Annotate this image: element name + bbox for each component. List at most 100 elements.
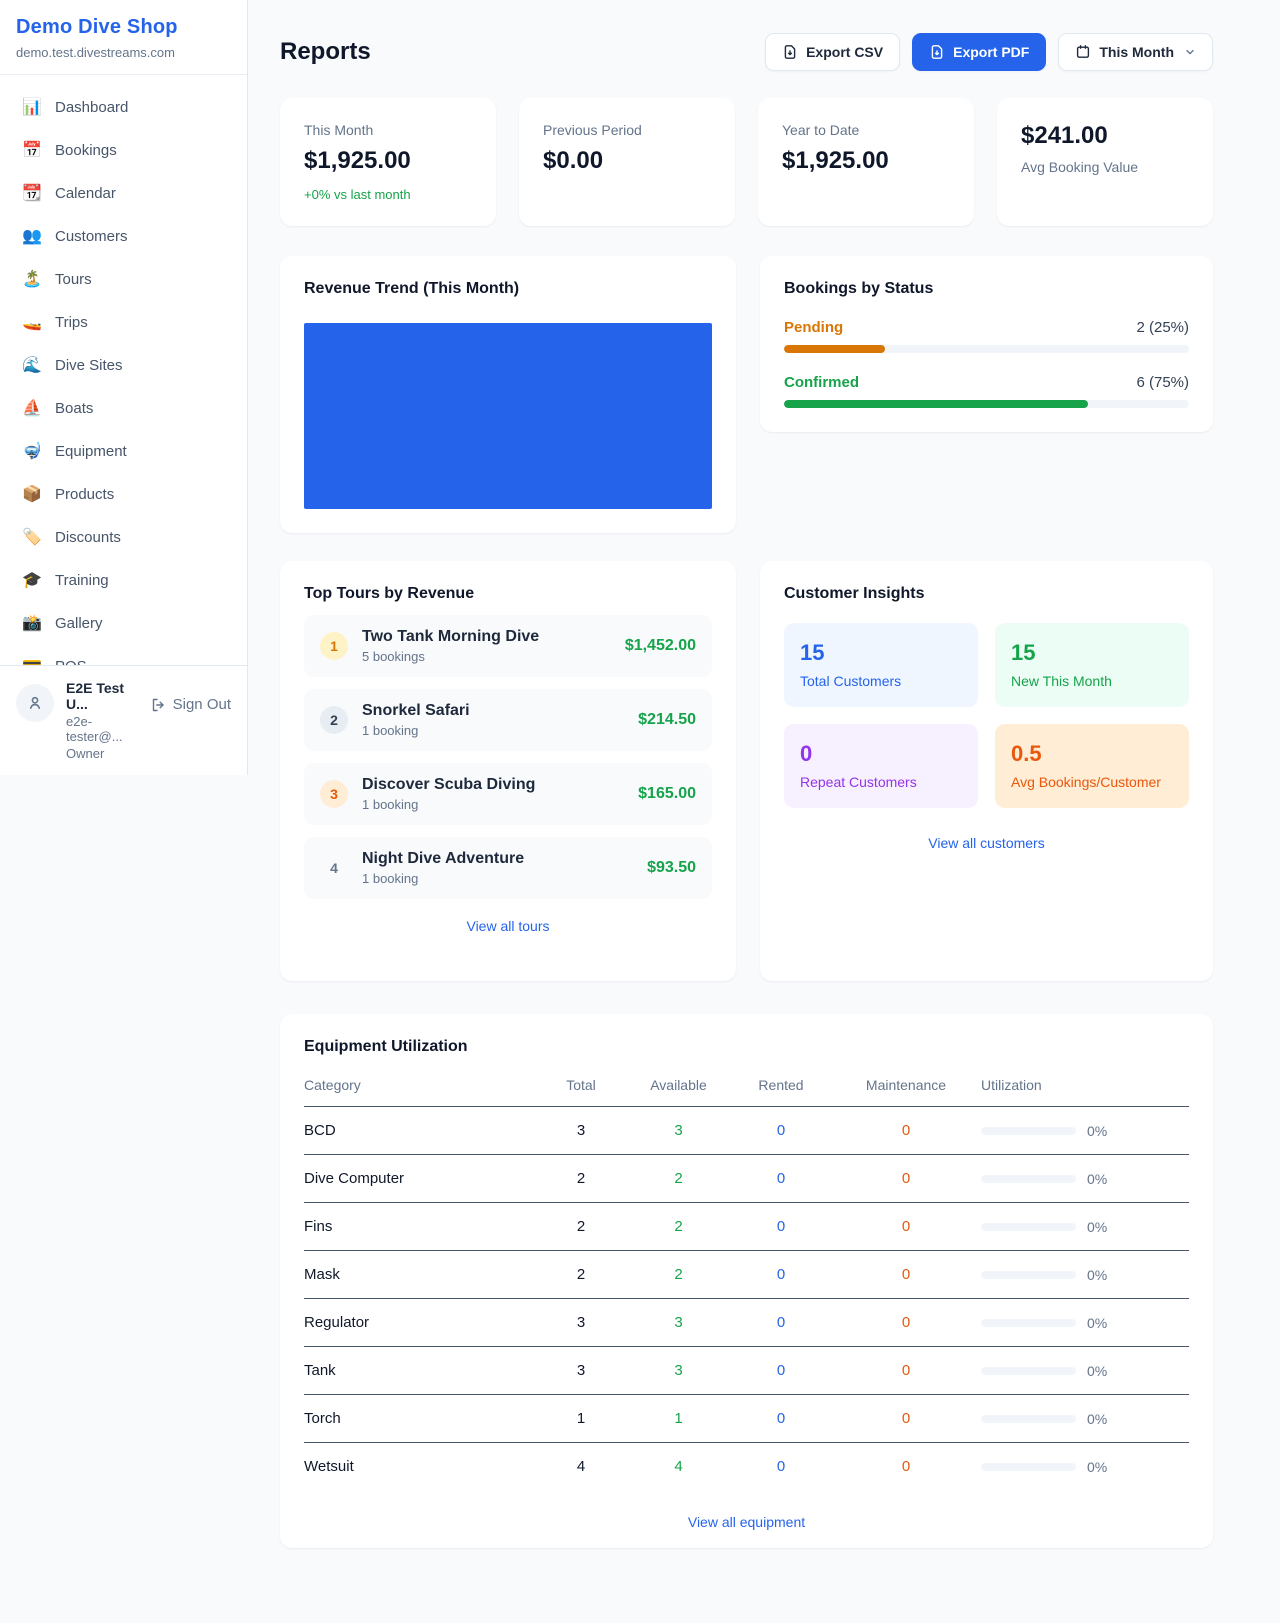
cell-rented: 0	[731, 1346, 831, 1395]
sailboat-icon: ⛵	[22, 400, 42, 417]
sidebar-item-equipment[interactable]: 🤿 Equipment	[12, 431, 235, 471]
tour-revenue: $1,452.00	[624, 637, 696, 654]
customer-insights-card: Customer Insights 15 Total Customers 15 …	[760, 561, 1213, 981]
sidebar-item-trips[interactable]: 🚤 Trips	[12, 302, 235, 342]
calendar-icon	[1077, 45, 1090, 58]
sidebar-item-label: Dive Sites	[55, 356, 123, 374]
table-row: Fins 2 2 0 0 0%	[304, 1202, 1189, 1251]
tour-name: Snorkel Safari	[362, 702, 470, 719]
bookings-by-status-title: Bookings by Status	[784, 280, 934, 297]
tour-row[interactable]: 2 Snorkel Safari 1 booking $214.50	[304, 689, 712, 751]
tour-revenue: $165.00	[638, 785, 696, 802]
shop-subdomain: demo.test.divestreams.com	[16, 45, 175, 60]
rank-badge: 4	[330, 860, 338, 876]
cell-rented: 0	[776, 1458, 786, 1475]
cell-rented: 0	[731, 1154, 831, 1203]
tour-row[interactable]: 3 Discover Scuba Diving 1 booking $165.0…	[304, 763, 712, 825]
sidebar-item-dashboard[interactable]: 📊 Dashboard	[12, 87, 235, 127]
utilization-bar	[981, 1462, 1076, 1471]
cell-maintenance: 0	[831, 1394, 981, 1443]
sidebar-item-dive-sites[interactable]: 🌊 Dive Sites	[12, 345, 235, 385]
file-download-icon	[784, 45, 796, 59]
stat-label: This Month	[304, 122, 374, 138]
tour-bookings: 1 booking	[362, 723, 419, 738]
person-icon	[29, 696, 41, 709]
island-icon: 🏝️	[22, 271, 42, 288]
customer-insights-grid: 15 Total Customers 15 New This Month 0 R…	[784, 623, 1189, 808]
sidebar-user-panel: E2E Test U... e2e-tester@... Owner Sign …	[0, 665, 247, 775]
cell-category: Fins	[304, 1202, 536, 1251]
col-category: Category	[304, 1077, 536, 1107]
view-all-tours-link[interactable]: View all tours	[304, 918, 712, 934]
cell-category: Dive Computer	[304, 1154, 536, 1203]
sidebar-item-label: Discounts	[55, 528, 121, 546]
sidebar-item-customers[interactable]: 👥 Customers	[12, 216, 235, 256]
tile-value: 0.5	[1011, 741, 1042, 766]
tile-avg-bookings-customer: 0.5 Avg Bookings/Customer	[995, 724, 1189, 808]
table-row: BCD 3 3 0 0 0%	[304, 1106, 1189, 1155]
tour-name: Two Tank Morning Dive	[362, 628, 540, 645]
sidebar-item-boats[interactable]: ⛵ Boats	[12, 388, 235, 428]
cell-available: 2	[626, 1154, 731, 1203]
bookings-by-status-card: Bookings by Status Pending 2 (25%) Confi…	[760, 256, 1213, 432]
sidebar-item-tours[interactable]: 🏝️ Tours	[12, 259, 235, 299]
status-value: 6 (75%)	[1136, 374, 1189, 391]
sidebar-item-pos[interactable]: 💳 POS	[12, 646, 235, 666]
sidebar-item-gallery[interactable]: 📸 Gallery	[12, 603, 235, 643]
col-maintenance: Maintenance	[831, 1077, 981, 1107]
camera-icon: 📸	[22, 615, 42, 632]
revenue-trend-card: Revenue Trend (This Month)	[280, 256, 736, 533]
rank-badge: 1	[320, 632, 348, 660]
cell-rented: 0	[731, 1202, 831, 1251]
user-name: E2E Test U...	[66, 680, 125, 712]
main-content: Reports Export CSV Export PDF	[248, 0, 1280, 1623]
package-icon: 📦	[22, 486, 42, 503]
customer-insights-title: Customer Insights	[784, 585, 925, 602]
tour-row[interactable]: 1 Two Tank Morning Dive 5 bookings $1,45…	[304, 615, 712, 677]
cell-available: 1	[626, 1394, 731, 1443]
table-row: Wetsuit 4 4 0 0 0%	[304, 1443, 1189, 1491]
view-all-customers-link[interactable]: View all customers	[784, 835, 1189, 851]
sidebar-item-calendar[interactable]: 📆 Calendar	[12, 173, 235, 213]
tour-revenue: $93.50	[647, 859, 696, 876]
stat-card-year-to-date: Year to Date $1,925.00	[758, 98, 974, 226]
dashboard-chart-icon: 📊	[22, 99, 42, 116]
stat-value: $1,925.00	[304, 147, 411, 174]
progress-fill	[784, 345, 886, 353]
tile-label: Avg Bookings/Customer	[1011, 774, 1161, 790]
table-row: Tank 3 3 0 0 0%	[304, 1346, 1189, 1395]
utilization-bar	[981, 1366, 1076, 1375]
credit-card-icon: 💳	[22, 656, 42, 665]
cell-total: 3	[536, 1346, 626, 1395]
sidebar-item-training[interactable]: 🎓 Training	[12, 560, 235, 600]
sign-out-button[interactable]: Sign Out	[150, 696, 231, 713]
page-title: Reports	[280, 38, 371, 65]
utilization-percent: 0%	[1087, 1266, 1108, 1283]
cell-rented: 0	[731, 1394, 831, 1443]
revenue-trend-title: Revenue Trend (This Month)	[304, 280, 520, 297]
chevron-down-icon	[1186, 49, 1194, 55]
tile-label: Repeat Customers	[800, 774, 917, 790]
cell-utilization: 0%	[981, 1443, 1189, 1491]
stat-label: Previous Period	[543, 122, 642, 138]
table-row: Mask 2 2 0 0 0%	[304, 1250, 1189, 1299]
col-rented: Rented	[731, 1077, 831, 1107]
cell-maintenance: 0	[831, 1250, 981, 1299]
view-all-equipment-link[interactable]: View all equipment	[304, 1514, 1189, 1530]
user-email: e2e-tester@...	[66, 714, 123, 744]
stat-value: $1,925.00	[782, 147, 889, 174]
sidebar-item-label: POS	[55, 658, 87, 666]
tearoff-calendar-icon: 📆	[22, 185, 42, 202]
sidebar-item-discounts[interactable]: 🏷️ Discounts	[12, 517, 235, 557]
tour-row[interactable]: 4 Night Dive Adventure 1 booking $93.50	[304, 837, 712, 899]
utilization-bar	[981, 1270, 1076, 1279]
export-pdf-button[interactable]: Export PDF	[912, 33, 1047, 71]
export-csv-button[interactable]: Export CSV	[765, 33, 901, 71]
sign-out-label: Sign Out	[172, 696, 231, 713]
cell-utilization: 0%	[981, 1298, 1189, 1347]
utilization-percent: 0%	[1087, 1362, 1108, 1379]
sidebar-item-bookings[interactable]: 📅 Bookings	[12, 130, 235, 170]
sidebar-item-products[interactable]: 📦 Products	[12, 474, 235, 514]
cell-category: Wetsuit	[304, 1458, 354, 1475]
period-dropdown[interactable]: This Month	[1058, 33, 1213, 71]
